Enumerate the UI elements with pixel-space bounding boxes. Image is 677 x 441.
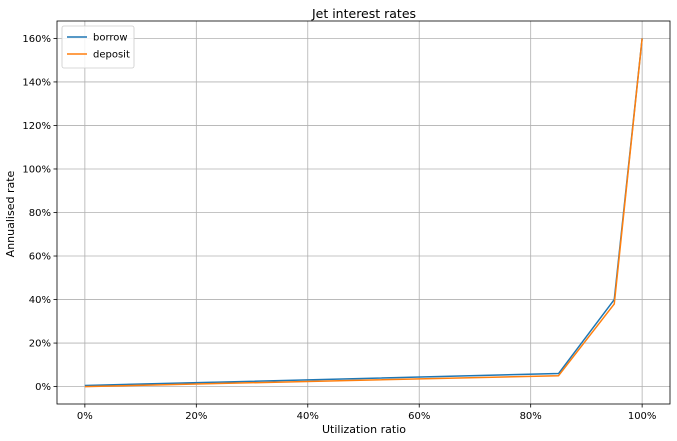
- x-axis-label: Utilization ratio: [322, 423, 406, 436]
- x-tick-label: 0%: [77, 411, 93, 422]
- y-tick-label: 120%: [22, 121, 51, 132]
- legend-label-borrow: borrow: [93, 33, 128, 44]
- series-lines: [84, 38, 643, 388]
- x-tick-label: 100%: [628, 411, 657, 422]
- y-tick-label: 140%: [22, 77, 51, 88]
- y-tick-label: 60%: [29, 252, 51, 263]
- y-tick-label: 0%: [35, 382, 51, 393]
- legend-label-deposit: deposit: [93, 50, 130, 61]
- y-tick-label: 160%: [22, 34, 51, 45]
- chart-title: Jet interest rates: [311, 6, 416, 21]
- x-tick-label: 60%: [408, 411, 430, 422]
- x-tick-label: 40%: [297, 411, 319, 422]
- y-tick-label: 80%: [29, 208, 51, 219]
- axis-ticks: 0% 20% 40% 60% 80% 100% 0% 20% 40% 60% 80% 100% 120%…: [22, 34, 656, 422]
- x-tick-label: 20%: [185, 411, 207, 422]
- series-line-deposit: [84, 38, 643, 388]
- x-tick-label: 80%: [520, 411, 542, 422]
- y-axis-label: Annualised rate: [4, 170, 17, 257]
- grid-lines: [57, 21, 670, 404]
- y-tick-label: 40%: [29, 295, 51, 306]
- y-tick-label: 100%: [22, 164, 51, 175]
- legend: borrow deposit: [61, 25, 135, 69]
- y-tick-label: 20%: [29, 339, 51, 350]
